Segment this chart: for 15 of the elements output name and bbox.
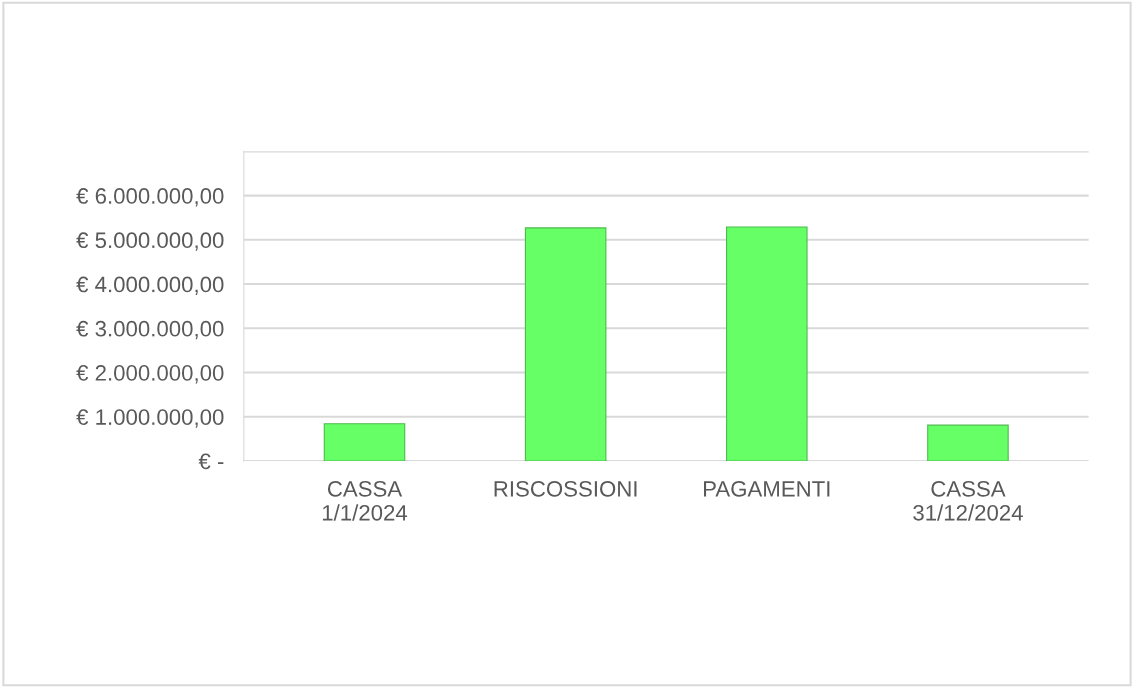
y-tick-label: € 4.000.000,00	[76, 276, 224, 295]
bar	[726, 226, 808, 461]
bar	[927, 424, 1009, 461]
y-tick-label: € 1.000.000,00	[76, 409, 224, 428]
y-tick-label: € 2.000.000,00	[76, 365, 224, 384]
x-tick-label: RISCOSSIONI	[494, 480, 637, 497]
y-tick-label: € 6.000.000,00	[76, 188, 224, 207]
x-tick-label: PAGAMENTI	[704, 480, 830, 497]
y-tick-label: € 3.000.000,00	[76, 320, 224, 340]
x-tick-label: CASSA 1/1/2024	[322, 480, 408, 521]
bar	[524, 227, 607, 461]
bar	[323, 423, 406, 461]
y-tick-label: € -	[198, 453, 224, 470]
y-tick-label: € 5.000.000,00	[76, 232, 224, 251]
x-tick-label: CASSA 31/12/2024	[913, 480, 1023, 521]
